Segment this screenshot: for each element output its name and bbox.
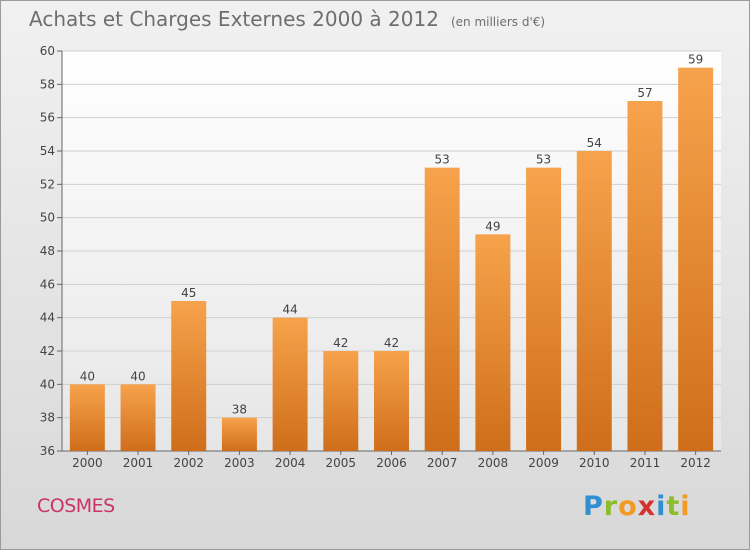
data-label: 57 (637, 86, 652, 100)
x-tick-label: 2006 (376, 456, 407, 470)
commune-name: COSMES (37, 495, 115, 517)
y-tick-label: 52 (40, 177, 55, 191)
data-label: 42 (333, 336, 348, 350)
y-tick-label: 54 (40, 144, 55, 158)
x-tick-label: 2004 (275, 456, 306, 470)
y-tick-label: 42 (40, 344, 55, 358)
y-tick-label: 50 (40, 211, 55, 225)
logo-letter: t (666, 491, 681, 522)
x-tick-label: 2008 (478, 456, 509, 470)
bar (424, 167, 460, 451)
logo-letter: i (680, 491, 691, 522)
y-tick-label: 46 (40, 277, 55, 291)
bar (221, 417, 257, 451)
data-label: 53 (536, 153, 551, 167)
y-tick-label: 58 (40, 77, 55, 91)
y-tick-label: 48 (40, 244, 55, 258)
x-tick-label: 2009 (528, 456, 559, 470)
bar (171, 301, 207, 451)
logo-letter: o (618, 491, 638, 522)
x-tick-label: 2010 (579, 456, 610, 470)
logo-letter: i (656, 491, 667, 522)
chart-subtitle: (en milliers d'€) (450, 15, 546, 29)
y-tick-label: 40 (40, 377, 55, 391)
data-label: 49 (485, 219, 500, 233)
x-tick-label: 2001 (123, 456, 154, 470)
data-label: 53 (435, 153, 450, 167)
data-label: 59 (688, 53, 703, 67)
y-tick-label: 56 (40, 111, 55, 125)
bar (526, 167, 562, 451)
bar (475, 234, 511, 451)
chart-title: Achats et Charges Externes 2000 à 2012 (e… (29, 7, 545, 31)
data-label: 54 (587, 136, 602, 150)
x-tick-label: 2012 (680, 456, 711, 470)
y-tick-label: 38 (40, 411, 55, 425)
data-label: 40 (80, 369, 95, 383)
data-label: 45 (181, 286, 196, 300)
x-tick-label: 2005 (326, 456, 357, 470)
bar (374, 351, 409, 451)
bar (627, 101, 663, 451)
x-tick-label: 2011 (630, 456, 661, 470)
y-tick-label: 44 (40, 311, 55, 325)
bar (576, 151, 612, 451)
data-label: 44 (282, 303, 297, 317)
y-tick-label: 60 (40, 44, 55, 58)
bar (69, 384, 105, 451)
logo-letter: x (637, 491, 657, 522)
bar (323, 351, 359, 451)
chart-title-text: Achats et Charges Externes 2000 à 2012 (29, 7, 439, 31)
logo-letter: P (583, 491, 604, 522)
bar (272, 317, 308, 451)
x-tick-label: 2000 (72, 456, 103, 470)
x-tick-label: 2002 (173, 456, 204, 470)
data-label: 38 (232, 403, 247, 417)
x-tick-label: 2003 (224, 456, 255, 470)
bar (120, 384, 156, 451)
y-tick-label: 36 (40, 444, 55, 458)
proxiti-logo: Proxiti (583, 491, 691, 522)
logo-letter: r (603, 491, 619, 522)
x-tick-label: 2007 (427, 456, 458, 470)
bar (678, 67, 714, 452)
data-label: 40 (130, 369, 145, 383)
data-label: 42 (384, 336, 399, 350)
